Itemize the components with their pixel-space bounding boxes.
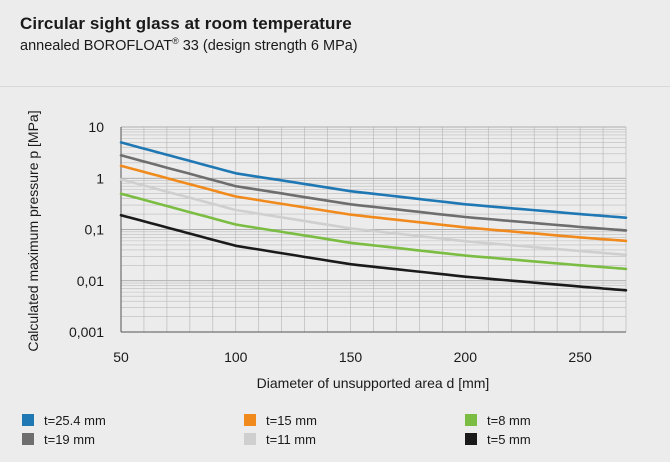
header-divider (0, 86, 670, 87)
series-line (119, 178, 628, 257)
legend-item: t=11 mm (244, 431, 316, 447)
tick-labels: 10 1 0,1 0,01 0,001 50 100 150 200 250 (69, 119, 592, 365)
x-tick-label: 150 (339, 349, 363, 365)
x-axis-label: Diameter of unsupported area d [mm] (257, 375, 490, 391)
legend-label: t=5 mm (487, 431, 531, 447)
legend-label: t=19 mm (44, 431, 95, 447)
legend-label: t=11 mm (266, 431, 316, 447)
legend-swatch (465, 433, 477, 445)
y-tick-label: 0,1 (85, 222, 105, 238)
x-tick-label: 100 (224, 349, 248, 365)
legend-swatch (465, 414, 477, 426)
legend-item: t=25.4 mm (22, 412, 106, 428)
series-line (119, 213, 628, 292)
x-tick-label: 250 (568, 349, 592, 365)
legend-label: t=15 mm (266, 412, 317, 428)
y-axis-label: Calculated maximum pressure p [MPa] (25, 110, 41, 351)
series-line (119, 192, 628, 271)
x-tick-label: 50 (113, 349, 129, 365)
y-tick-label: 0,01 (77, 273, 104, 289)
legend-label: t=8 mm (487, 412, 531, 428)
y-tick-label: 10 (88, 119, 104, 135)
x-tick-label: 200 (454, 349, 478, 365)
legend-swatch (22, 414, 34, 426)
axes (120, 127, 626, 333)
legend-item: t=5 mm (465, 431, 531, 447)
series-lines (119, 141, 628, 292)
legend-label: t=25.4 mm (44, 412, 106, 428)
series-line (119, 164, 628, 243)
legend-swatch (244, 414, 256, 426)
legend-swatch (244, 433, 256, 445)
grid-lines (120, 126, 627, 333)
chart-title: Circular sight glass at room temperature (20, 14, 352, 33)
series-line (119, 154, 628, 232)
chart-subtitle: annealed BOROFLOAT® 33 (design strength … (20, 36, 358, 54)
y-tick-label: 1 (96, 170, 104, 186)
y-tick-label: 0,001 (69, 324, 104, 340)
legend: t=25.4 mm t=15 mm t=8 mm t=19 mm t=11 mm t=5 … (22, 412, 662, 452)
legend-item: t=15 mm (244, 412, 317, 428)
subtitle-material: annealed BOROFLOAT (20, 37, 173, 54)
legend-item: t=8 mm (465, 412, 531, 428)
subtitle-spec: 33 (design strength 6 MPa) (178, 37, 358, 54)
series-line (119, 141, 628, 219)
registered-mark: ® (172, 36, 179, 46)
legend-item: t=19 mm (22, 431, 95, 447)
legend-swatch (22, 433, 34, 445)
